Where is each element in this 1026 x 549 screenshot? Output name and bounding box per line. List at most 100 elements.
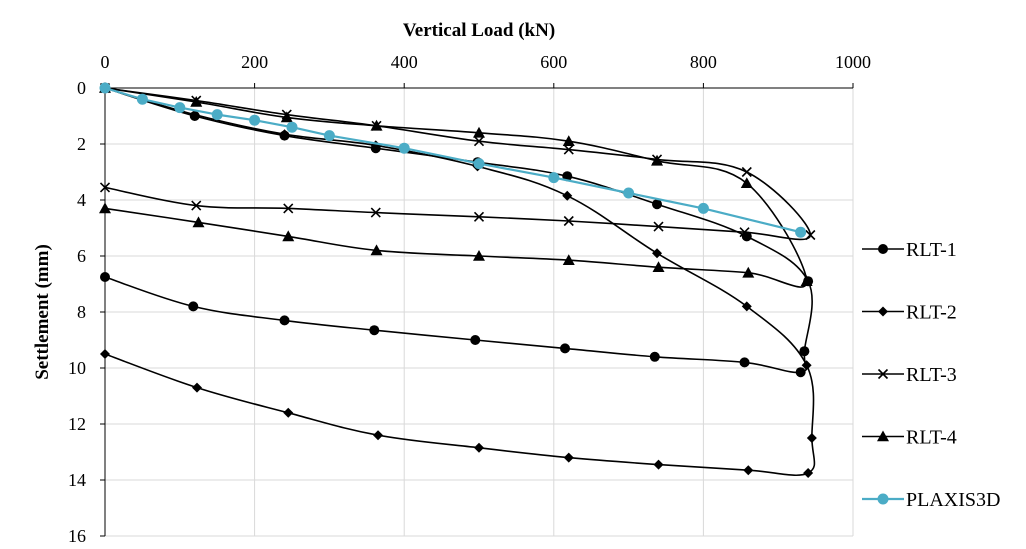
y-tick-label: 10 [68, 358, 86, 378]
data-point [283, 203, 294, 214]
legend-item-rlt-1: RLT-1 [862, 239, 957, 261]
data-point [474, 442, 484, 453]
data-point [653, 459, 664, 470]
data-point [188, 301, 199, 312]
data-point [192, 382, 203, 393]
x-axis-title: Vertical Load (kN) [403, 20, 555, 41]
legend-label: PLAXIS3D [906, 489, 1000, 511]
legend-marker [877, 430, 889, 442]
data-point [99, 182, 111, 193]
data-point [801, 360, 812, 371]
x-tick-label: 800 [690, 52, 717, 72]
data-point [174, 102, 186, 114]
data-point [370, 207, 381, 218]
data-point [136, 93, 148, 105]
series [99, 82, 817, 478]
data-point [473, 211, 485, 222]
data-point [191, 200, 202, 211]
y-tick-label: 14 [68, 470, 86, 490]
data-point [560, 343, 571, 354]
data-point [190, 96, 203, 107]
y-axis-title: Settlement (mm) [32, 244, 53, 380]
y-tick-label: 4 [77, 190, 86, 210]
legend-label: RLT-1 [906, 239, 957, 261]
data-point [806, 433, 817, 443]
data-point [652, 248, 663, 259]
data-point [398, 142, 410, 154]
x-tick-label: 600 [540, 52, 567, 72]
data-point [548, 172, 560, 184]
data-point [739, 357, 750, 368]
data-point [800, 275, 813, 286]
data-point [283, 407, 294, 418]
legend-marker [877, 368, 889, 380]
data-point [279, 315, 290, 326]
data-point [323, 130, 335, 142]
series-rlt-2 [100, 83, 817, 478]
legend-item-rlt-4: RLT-4 [862, 427, 957, 449]
data-point [741, 301, 752, 312]
data-point [563, 452, 574, 463]
y-tick-label: 0 [77, 78, 86, 98]
legend-item-rlt-2: RLT-2 [862, 302, 957, 324]
legend-label: RLT-2 [906, 302, 957, 324]
legend-marker [877, 493, 889, 505]
data-point [653, 221, 664, 232]
legend-marker [878, 244, 888, 254]
data-point [286, 121, 298, 133]
data-point [211, 109, 223, 121]
legend-item-plaxis3d: PLAXIS3D [862, 489, 1000, 511]
data-point [473, 250, 485, 261]
data-point [100, 272, 110, 282]
data-point [795, 367, 806, 378]
data-point [192, 216, 205, 228]
data-point [562, 135, 575, 146]
data-point [473, 136, 485, 147]
legend-item-rlt-3: RLT-3 [862, 364, 957, 386]
data-point [649, 351, 660, 362]
y-tick-label: 16 [68, 526, 86, 546]
data-point [652, 199, 663, 210]
data-point [563, 215, 574, 227]
legend-label: RLT-4 [906, 427, 957, 449]
y-tick-label: 6 [77, 246, 86, 266]
legend-marker [878, 306, 888, 317]
data-point [370, 119, 383, 131]
data-point [563, 144, 574, 155]
grid [105, 88, 854, 537]
series-line [104, 87, 816, 477]
data-point [370, 244, 383, 256]
series-line [104, 87, 812, 241]
data-point [795, 226, 807, 238]
axes: 0 200 400 600 800 1000 0 2 4 6 8 10 12 14 16 [68, 52, 871, 546]
data-point [562, 254, 575, 265]
series-plaxis3d [99, 82, 807, 238]
x-tick-label: 0 [101, 52, 110, 72]
legend-label: RLT-3 [906, 364, 957, 386]
data-point [741, 231, 752, 242]
data-point [741, 166, 752, 178]
data-point [739, 227, 750, 238]
data-point [740, 177, 753, 188]
data-point [369, 325, 380, 336]
legend: RLT-1 RLT-2 RLT-3 RLT-4 PLAXIS3D [862, 239, 1000, 511]
x-tick-label: 400 [391, 52, 418, 72]
data-point [652, 261, 665, 272]
data-point [470, 335, 481, 345]
data-point [99, 202, 111, 214]
data-point [562, 171, 573, 182]
data-point [373, 430, 384, 441]
data-point [473, 158, 485, 170]
series-rlt-4 [99, 82, 813, 288]
data-point [743, 465, 754, 476]
data-point [562, 190, 573, 201]
data-point [99, 82, 111, 94]
data-point [279, 129, 290, 140]
data-point [697, 202, 709, 214]
data-point [799, 346, 810, 357]
data-point [280, 111, 293, 123]
data-point [282, 230, 295, 242]
data-point [742, 266, 755, 278]
data-point [805, 229, 816, 241]
